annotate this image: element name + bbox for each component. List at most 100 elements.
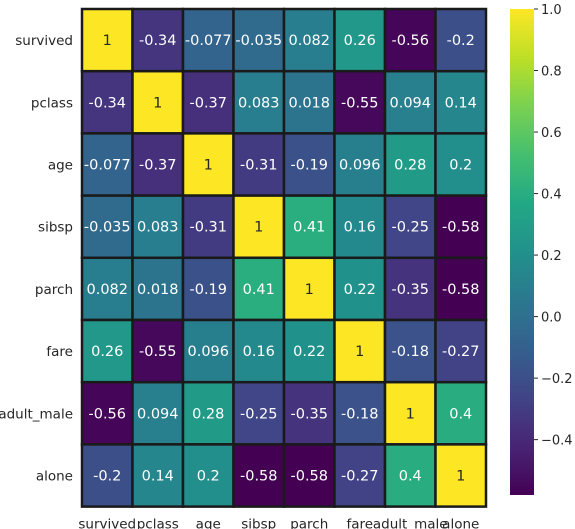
colorbar <box>510 9 534 495</box>
cell-value-label: 1 <box>254 220 263 236</box>
cell-value-label: 0.2 <box>449 158 472 174</box>
cell-value-label: 1 <box>355 344 364 360</box>
heatmap-cell <box>282 256 336 322</box>
heatmap-annotations: 1 -0.34 -0.077 -0.035 0.082 0.26 -0.56 -0.2-0.3… <box>84 33 480 484</box>
cell-value-label: 0.26 <box>91 344 123 360</box>
row-label: fare <box>46 344 73 360</box>
cell-value-label: -0.035 <box>84 220 131 236</box>
heatmap-cell <box>181 132 235 197</box>
heatmap-cell <box>383 194 437 260</box>
heatmap-cell <box>434 380 488 446</box>
heatmap-cell <box>333 443 387 508</box>
heatmap-cell <box>131 69 185 135</box>
cell-value-label: -0.18 <box>341 406 379 422</box>
cell-value-label: 1 <box>103 33 112 49</box>
heatmap-cell <box>181 443 235 508</box>
cell-value-label: 1 <box>305 282 314 298</box>
cell-value-label: 0.4 <box>449 406 472 422</box>
cell-value-label: -0.34 <box>88 95 126 111</box>
cell-value-label: -0.19 <box>189 282 227 298</box>
cell-value-label: 0.082 <box>288 33 330 49</box>
heatmap-cell <box>434 69 488 135</box>
column-label: survived <box>78 517 136 529</box>
heatmap-cell <box>232 69 286 135</box>
cell-value-label: 0.094 <box>137 406 179 422</box>
colorbar-tick-label: 1.0 <box>541 3 562 18</box>
heatmap-cell <box>383 380 437 446</box>
cell-value-label: 0.22 <box>293 344 325 360</box>
row-label: survived <box>15 33 73 49</box>
cell-value-label: 0.094 <box>389 95 431 111</box>
column-label: fare <box>346 517 373 529</box>
heatmap-cell <box>80 132 134 197</box>
cell-value-label: -0.077 <box>185 33 232 49</box>
cell-value-label: -0.077 <box>84 158 131 174</box>
cell-value-label: -0.31 <box>240 158 278 174</box>
cell-value-label: 0.22 <box>344 282 376 298</box>
cell-value-label: 0.018 <box>288 95 330 111</box>
cell-value-label: 0.082 <box>86 282 128 298</box>
cell-value-label: -0.56 <box>391 33 429 49</box>
cell-value-label: 1 <box>204 158 213 174</box>
colorbar-tick-label: −0.2 <box>541 372 573 387</box>
cell-value-label: 0.41 <box>293 220 325 236</box>
row-label: pclass <box>31 95 73 111</box>
cell-value-label: -0.55 <box>139 344 177 360</box>
cell-value-label: -0.25 <box>391 220 429 236</box>
heatmap-cell <box>282 318 336 384</box>
colorbar-tick-label: −0.4 <box>541 434 573 449</box>
cell-value-label: 0.16 <box>243 344 275 360</box>
column-label: pclass <box>137 517 179 529</box>
cell-value-label: -0.58 <box>290 469 328 485</box>
cell-value-label: -0.56 <box>88 406 126 422</box>
cell-value-label: 1 <box>456 469 465 485</box>
cell-value-label: -0.58 <box>442 282 480 298</box>
cell-value-label: 0.083 <box>238 95 280 111</box>
heatmap-cell <box>181 194 235 260</box>
heatmap-cell <box>333 380 387 446</box>
heatmap-cell <box>434 132 488 197</box>
cell-value-label: -0.35 <box>391 282 429 298</box>
cell-value-label: 0.28 <box>394 158 426 174</box>
heatmap-cell <box>232 443 286 508</box>
cell-value-label: -0.25 <box>240 406 278 422</box>
cell-value-label: 0.096 <box>187 344 229 360</box>
colorbar-ticks: −0.4 −0.2 0.0 0.2 0.4 0.6 0.8 1.0 <box>534 3 573 449</box>
cell-value-label: -0.035 <box>235 33 282 49</box>
cell-value-label: 0.083 <box>137 220 179 236</box>
heatmap-cell <box>80 443 134 508</box>
heatmap-cell <box>434 443 488 508</box>
cell-value-label: 0.41 <box>243 282 275 298</box>
column-label: alone <box>442 517 479 529</box>
cell-value-label: 1 <box>153 95 162 111</box>
heatmap-cell <box>232 256 286 322</box>
column-label: sibsp <box>241 517 276 529</box>
cell-value-label: 0.4 <box>399 469 422 485</box>
row-label: sibsp <box>38 220 73 236</box>
cell-value-label: 0.26 <box>344 33 376 49</box>
colorbar-tick-label: 0.4 <box>541 188 562 203</box>
cell-value-label: -0.18 <box>391 344 429 360</box>
heatmap-cell <box>282 194 336 260</box>
cell-value-label: -0.31 <box>189 220 227 236</box>
column-label: adult_male <box>373 517 448 529</box>
cell-value-label: -0.19 <box>290 158 328 174</box>
colorbar-tick-label: 0.8 <box>541 65 562 80</box>
heatmap-cell <box>181 380 235 446</box>
row-label: age <box>48 158 73 174</box>
cell-value-label: -0.58 <box>442 220 480 236</box>
cell-value-label: 0.16 <box>344 220 376 236</box>
cell-value-label: -0.58 <box>240 469 278 485</box>
cell-value-label: -0.2 <box>93 469 121 485</box>
colorbar-tick-label: 0.0 <box>541 311 562 326</box>
heatmap-cell <box>434 7 488 73</box>
heatmap-cell <box>434 318 488 384</box>
cell-value-label: -0.35 <box>290 406 328 422</box>
heatmap-cell <box>232 132 286 197</box>
cell-value-label: -0.27 <box>442 344 480 360</box>
cell-value-label: 0.28 <box>192 406 224 422</box>
cell-value-label: 1 <box>406 406 415 422</box>
heatmap-cell <box>282 443 336 508</box>
cell-value-label: -0.37 <box>189 95 227 111</box>
